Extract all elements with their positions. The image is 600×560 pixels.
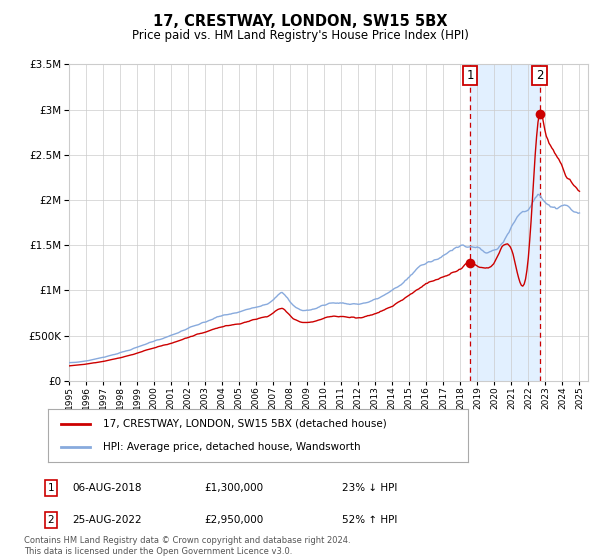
Text: 2: 2	[536, 69, 543, 82]
Text: £1,300,000: £1,300,000	[204, 483, 263, 493]
Text: HPI: Average price, detached house, Wandsworth: HPI: Average price, detached house, Wand…	[103, 442, 360, 452]
Text: 17, CRESTWAY, LONDON, SW15 5BX (detached house): 17, CRESTWAY, LONDON, SW15 5BX (detached…	[103, 419, 386, 429]
Text: 2: 2	[47, 515, 55, 525]
Text: 06-AUG-2018: 06-AUG-2018	[72, 483, 142, 493]
Text: 52% ↑ HPI: 52% ↑ HPI	[342, 515, 397, 525]
Text: 25-AUG-2022: 25-AUG-2022	[72, 515, 142, 525]
Text: 17, CRESTWAY, LONDON, SW15 5BX: 17, CRESTWAY, LONDON, SW15 5BX	[153, 14, 447, 29]
Text: 1: 1	[466, 69, 474, 82]
Text: Contains HM Land Registry data © Crown copyright and database right 2024.
This d: Contains HM Land Registry data © Crown c…	[24, 536, 350, 556]
Text: Price paid vs. HM Land Registry's House Price Index (HPI): Price paid vs. HM Land Registry's House …	[131, 29, 469, 42]
Bar	[470, 64, 539, 381]
Text: 23% ↓ HPI: 23% ↓ HPI	[342, 483, 397, 493]
Text: 1: 1	[47, 483, 55, 493]
Text: £2,950,000: £2,950,000	[204, 515, 263, 525]
